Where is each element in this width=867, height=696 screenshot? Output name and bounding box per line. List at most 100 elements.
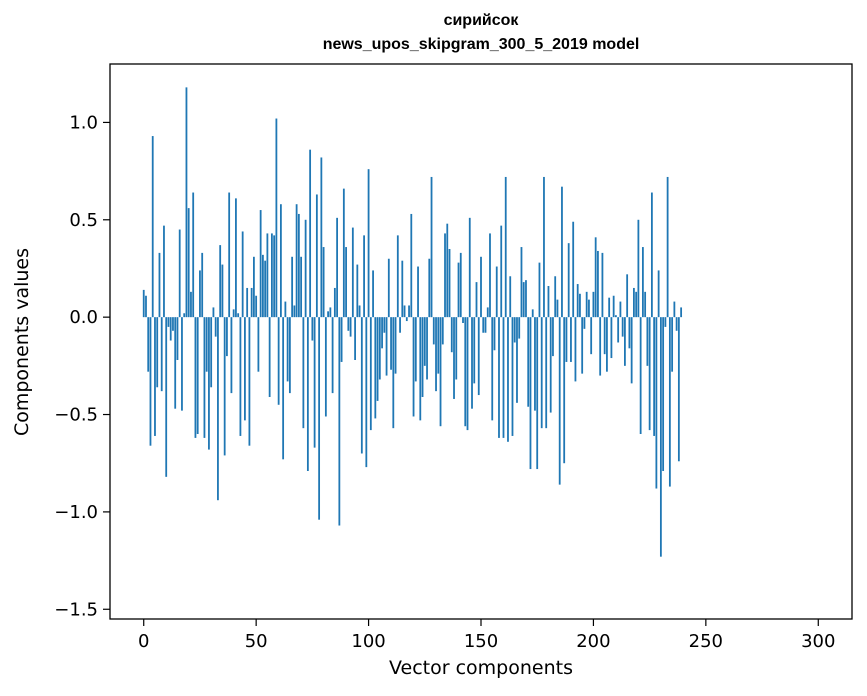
bar bbox=[477, 317, 480, 396]
bar bbox=[579, 293, 581, 318]
bar bbox=[376, 317, 379, 401]
bar bbox=[655, 317, 658, 489]
bar bbox=[351, 227, 354, 318]
bar bbox=[561, 186, 563, 318]
bar bbox=[383, 317, 386, 333]
bar bbox=[313, 317, 316, 448]
bar bbox=[381, 317, 383, 349]
bar bbox=[347, 317, 350, 331]
bar bbox=[259, 210, 262, 318]
bar bbox=[320, 157, 323, 318]
bar bbox=[466, 317, 469, 431]
bar bbox=[464, 317, 467, 427]
bar bbox=[563, 317, 566, 464]
bar bbox=[552, 317, 554, 357]
x-tick-label: 50 bbox=[245, 631, 268, 652]
bar bbox=[387, 258, 390, 318]
bar bbox=[597, 250, 599, 318]
bar bbox=[513, 317, 516, 343]
bar bbox=[482, 317, 485, 333]
bar bbox=[581, 317, 584, 374]
bar bbox=[677, 317, 680, 462]
bar bbox=[331, 317, 334, 394]
bar bbox=[527, 317, 530, 407]
bar bbox=[446, 223, 449, 318]
bar bbox=[385, 317, 388, 376]
bar bbox=[210, 317, 213, 388]
bar bbox=[592, 291, 595, 318]
bar bbox=[585, 291, 588, 318]
bar bbox=[619, 301, 622, 318]
bar bbox=[405, 317, 408, 322]
y-tick-label: −1.5 bbox=[54, 599, 98, 620]
bar bbox=[603, 317, 606, 355]
bar bbox=[621, 317, 624, 337]
bar bbox=[531, 309, 534, 318]
bar bbox=[142, 289, 145, 318]
bar bbox=[408, 305, 410, 318]
bar bbox=[437, 317, 440, 374]
bar bbox=[500, 225, 503, 318]
bar bbox=[367, 169, 370, 318]
bar bbox=[594, 237, 597, 318]
bar bbox=[426, 317, 428, 380]
bar bbox=[538, 262, 541, 318]
chart-title-line-1: сирийсок bbox=[443, 12, 519, 29]
bar bbox=[181, 317, 183, 411]
bar bbox=[221, 264, 224, 318]
bar bbox=[302, 317, 305, 429]
bar bbox=[601, 252, 604, 318]
bar bbox=[549, 317, 552, 413]
bar bbox=[468, 217, 471, 318]
bar bbox=[471, 317, 473, 409]
bar bbox=[558, 317, 561, 485]
bar bbox=[641, 247, 644, 318]
bar bbox=[493, 317, 496, 351]
bar bbox=[235, 198, 237, 318]
bar bbox=[507, 317, 509, 442]
bar bbox=[635, 291, 638, 318]
bar bbox=[277, 317, 280, 405]
bar bbox=[419, 317, 422, 421]
bar bbox=[441, 317, 444, 345]
bar bbox=[392, 317, 395, 429]
bar bbox=[253, 256, 255, 318]
bar bbox=[509, 276, 512, 318]
bar bbox=[610, 317, 613, 359]
bar bbox=[502, 317, 505, 438]
bar bbox=[354, 317, 356, 360]
bar bbox=[486, 307, 489, 318]
bar bbox=[151, 136, 154, 318]
bar bbox=[644, 291, 647, 318]
bar bbox=[358, 305, 361, 318]
bar bbox=[239, 317, 242, 436]
bar bbox=[324, 317, 327, 417]
bar bbox=[374, 317, 377, 419]
bar bbox=[448, 249, 451, 318]
bar bbox=[673, 301, 676, 318]
bar bbox=[588, 299, 590, 318]
bar bbox=[662, 317, 665, 471]
bar bbox=[336, 217, 338, 318]
bar bbox=[666, 176, 669, 318]
y-tick-label: 0.0 bbox=[69, 307, 98, 328]
bar bbox=[473, 317, 476, 384]
bar bbox=[356, 264, 359, 318]
bar bbox=[264, 260, 267, 318]
bar bbox=[378, 317, 381, 380]
bar bbox=[633, 287, 635, 318]
bar bbox=[360, 317, 363, 454]
bar bbox=[190, 291, 192, 318]
bar bbox=[257, 317, 260, 372]
bar bbox=[196, 317, 199, 434]
bar bbox=[547, 286, 550, 318]
bar bbox=[650, 192, 653, 318]
bar bbox=[417, 266, 419, 318]
bar bbox=[410, 213, 413, 318]
bar bbox=[572, 221, 575, 318]
bar bbox=[495, 266, 498, 318]
bar bbox=[273, 235, 276, 318]
bar bbox=[248, 317, 251, 446]
bar bbox=[208, 317, 210, 450]
bar bbox=[680, 307, 683, 318]
